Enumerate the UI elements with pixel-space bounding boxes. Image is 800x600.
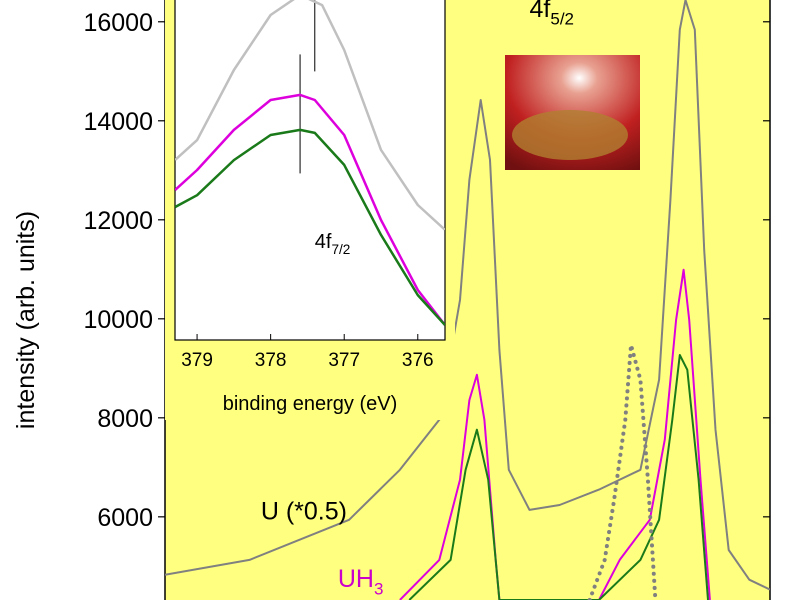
line-dotted: [587, 343, 658, 600]
inset-x-tick-label: 378: [255, 350, 287, 371]
y-tick-label: 14000: [83, 108, 153, 136]
line-magenta: [175, 93, 445, 326]
inset-plot: 379 378 377 376 binding energy (eV) 4f7/2: [165, 0, 455, 420]
annotation-text: U (*0.5): [261, 497, 347, 525]
inset-x-tick-label: 377: [328, 350, 360, 371]
y-tick-label: 6000: [97, 504, 153, 532]
annotation-sub: 7/2: [331, 242, 350, 257]
inset-x-tick-label: 379: [181, 350, 213, 371]
annotation-sub: 5/2: [550, 9, 574, 28]
annotation: UH3: [338, 565, 384, 599]
inset-x-axis-label: binding energy (eV): [223, 393, 398, 415]
line-gray: [175, 0, 445, 231]
annotation-text: 4f: [530, 0, 551, 23]
y-tick-label: 8000: [97, 405, 153, 433]
annotation-text: 4f: [315, 231, 332, 253]
annotation: U (*0.5): [261, 497, 347, 525]
annotation: 4f5/2: [530, 0, 575, 28]
annotation-sub: 3: [374, 580, 383, 599]
annotation-text: UH: [338, 565, 374, 593]
line-uh3: [399, 268, 711, 600]
sample-photo-sample: [512, 110, 628, 160]
y-axis-label: intensity (arb. units): [12, 211, 40, 429]
y-tick-label: 10000: [83, 306, 153, 334]
line-green: [408, 354, 709, 600]
annotation: 4f7/2: [315, 231, 351, 257]
line-green: [175, 128, 445, 326]
inset-x-tick-label: 376: [402, 350, 434, 371]
y-tick-label: 16000: [83, 9, 153, 37]
y-tick-label: 12000: [83, 207, 153, 235]
inset-frame: [174, 0, 446, 341]
